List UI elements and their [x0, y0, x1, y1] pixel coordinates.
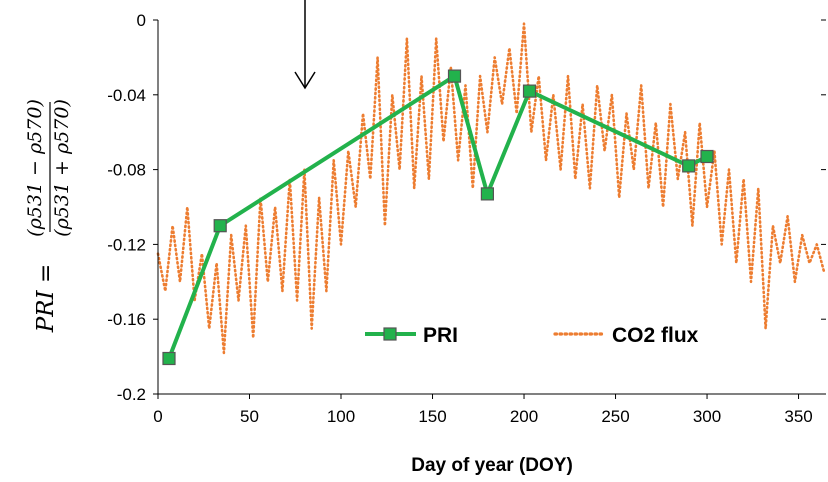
x-tick-label: 100	[327, 407, 355, 426]
co2-flux-line	[156, 22, 826, 355]
y-tick-label: -0.16	[107, 310, 146, 329]
y-tick-label: -0.04	[107, 86, 146, 105]
y-axis-label: PRI = (ρ531 − ρ570) (ρ531 + ρ570)	[24, 99, 73, 333]
y-axis-label-numerator: (ρ531 − ρ570)	[24, 99, 46, 237]
y-tick-label: -0.08	[107, 161, 146, 180]
pri-series	[162, 69, 714, 366]
annotation-arrow	[294, 0, 316, 90]
legend-pri-swatch-marker	[383, 327, 397, 341]
legend-co2-label: CO2 flux	[612, 324, 699, 347]
y-tick-label: -0.12	[107, 235, 146, 254]
x-axis-ticks: 0 50 100 150 200 250 300 350	[153, 394, 813, 426]
co2-flux-series	[156, 22, 826, 355]
pri-point	[213, 219, 227, 233]
pri-point	[447, 69, 462, 83]
y-axis-label-prefix: PRI =	[33, 264, 59, 333]
legend: PRI CO2 flux	[365, 324, 699, 347]
y-axis-ticks: 0 -0.04 -0.08 -0.12 -0.16 -0.2	[107, 11, 826, 404]
x-tick-label: 300	[693, 407, 721, 426]
x-tick-label: 250	[601, 407, 629, 426]
pri-point	[480, 187, 494, 201]
pri-point	[700, 149, 714, 164]
pri-point	[682, 159, 696, 173]
axes	[157, 20, 826, 395]
legend-pri-label: PRI	[423, 324, 458, 347]
x-tick-label: 50	[240, 407, 259, 426]
y-tick-label: 0	[137, 11, 146, 30]
x-tick-label: 150	[418, 407, 446, 426]
y-axis-label-denominator: (ρ531 + ρ570)	[51, 99, 73, 237]
x-tick-label: 200	[510, 407, 538, 426]
x-axis-title: Day of year (DOY)	[411, 455, 573, 476]
x-tick-label: 350	[784, 407, 812, 426]
pri-point	[522, 84, 537, 98]
pri-point	[162, 351, 176, 366]
x-tick-label: 0	[153, 407, 162, 426]
y-tick-label: -0.2	[117, 385, 146, 404]
